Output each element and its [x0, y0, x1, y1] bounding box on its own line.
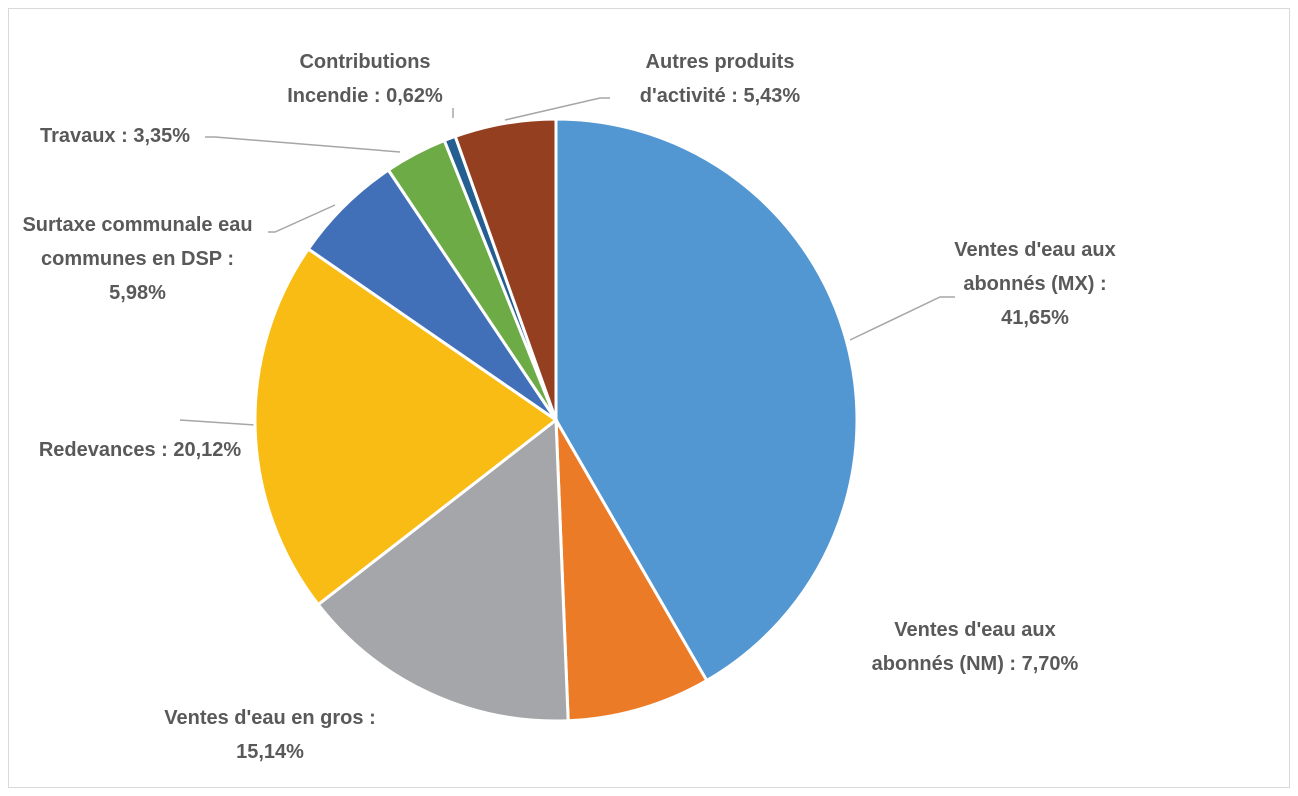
pie-slice: [316, 417, 570, 723]
data-label: Ventes d'eau aux abonnés (MX) : 41,65%: [954, 239, 1116, 329]
data-label: Travaux : 3,35%: [39, 125, 191, 147]
pie-slice: [253, 246, 559, 607]
pie-slice: [554, 117, 859, 683]
leader-line: [268, 204, 336, 233]
data-label: Autres produits d'activité : 5,43%: [639, 51, 801, 107]
leader-line: [849, 296, 955, 341]
data-label: Contributions Incendie : 0,62%: [287, 51, 443, 107]
data-label: Redevances : 20,12%: [38, 439, 242, 461]
data-label: Ventes d'eau en gros : 15,14%: [164, 707, 376, 763]
leader-line: [205, 136, 401, 153]
pie-slice: [453, 117, 558, 421]
data-label: Surtaxe communale eau communes en DSP : …: [22, 214, 253, 304]
pie-slice: [554, 419, 709, 723]
data-label: Ventes d'eau aux abonnés (NM) : 7,70%: [871, 619, 1079, 675]
leader-line: [504, 97, 610, 121]
